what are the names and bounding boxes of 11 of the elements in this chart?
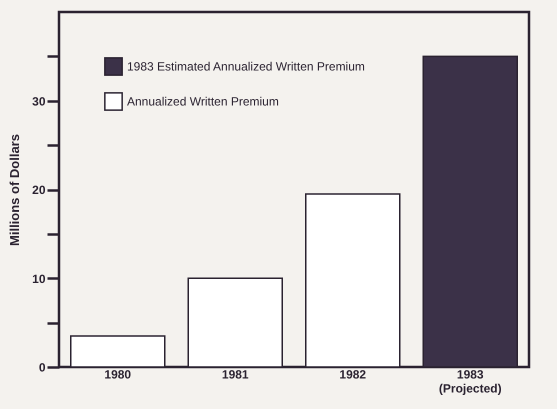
x-tick-label: 1982 [339,368,366,382]
y-tick-label: 20 [32,183,46,197]
legend-label: Annualized Written Premium [127,94,279,108]
y-tick-label: 30 [32,94,46,108]
x-tick-label: 1981 [222,368,249,382]
y-tick-label: 10 [32,272,46,286]
y-tick-label: 0 [38,360,46,374]
y-axis-title: Millions of Dollars [7,134,22,246]
x-tick-label: 1983 (Projected) [438,368,502,396]
legend-label: 1983 Estimated Annualized Written Premium [127,60,365,74]
x-tick-label: 1980 [104,368,132,382]
